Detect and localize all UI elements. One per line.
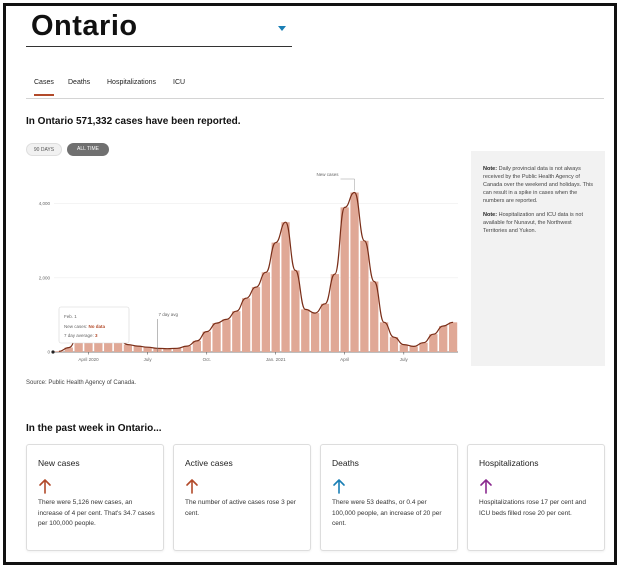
case-bar xyxy=(429,334,438,352)
case-bar xyxy=(212,323,221,352)
tooltip-box xyxy=(58,306,130,344)
case-bar xyxy=(182,346,192,352)
case-bar xyxy=(370,281,379,352)
card-new-cases: New cases There were 5,126 new cases, an… xyxy=(26,444,164,551)
case-bar xyxy=(291,270,300,352)
case-bar xyxy=(192,340,202,352)
screenshot-frame: Ontario Cases Deaths Hospitalizations IC… xyxy=(3,3,617,565)
case-bar xyxy=(251,287,261,352)
case-bar xyxy=(439,326,448,352)
card-title: Hospitalizations xyxy=(479,458,539,468)
arrow-up-icon xyxy=(39,479,51,494)
note-panel: Note: Daily provincial data is not alway… xyxy=(471,151,605,366)
card-deaths: Deaths There were 53 deaths, or 0.4 per … xyxy=(320,444,458,551)
card-text: Hospitalizations rose 17 per cent and IC… xyxy=(479,499,586,517)
case-bar xyxy=(104,337,113,352)
x-tick-label: July xyxy=(400,357,409,362)
note-1-text: Daily provincial data is not always rece… xyxy=(483,166,593,204)
case-bar xyxy=(133,346,142,352)
cases-chart-svg: 0 2,000 4,000 April 2020 July Oct. Jan. 2021 Ap… xyxy=(39,172,458,362)
card-hospitalizations: Hospitalizations Hospitalizations rose 1… xyxy=(467,444,605,551)
cases-headline: In Ontario 571,332 cases have been repor… xyxy=(26,116,241,127)
case-bar xyxy=(202,331,211,352)
case-bar xyxy=(143,347,152,352)
new-cases-annotation: New cases xyxy=(317,172,340,177)
case-bar xyxy=(409,346,418,352)
tab-hospitalizations[interactable]: Hospitalizations xyxy=(107,79,157,86)
case-bar xyxy=(261,272,270,352)
card-title: New cases xyxy=(38,458,80,468)
toggle-all-time[interactable]: ALL TIME xyxy=(67,143,109,156)
case-bar xyxy=(232,311,241,352)
case-bar xyxy=(360,240,369,352)
case-bar xyxy=(173,348,182,352)
toggle-90-days[interactable]: 90 DAYS xyxy=(26,143,62,156)
case-bar xyxy=(163,348,172,352)
case-bar xyxy=(242,298,251,352)
note-2-label: Note: xyxy=(483,212,498,218)
case-bar xyxy=(310,313,320,352)
tab-deaths[interactable]: Deaths xyxy=(68,79,91,86)
y-tick-label: 4,000 xyxy=(39,201,51,206)
x-tick-label: Oct. xyxy=(203,357,211,362)
y-tick-label: 0 xyxy=(47,350,50,355)
tooltip-dot xyxy=(51,350,55,354)
caret-down-icon[interactable] xyxy=(278,26,286,31)
arrow-up-icon xyxy=(333,479,345,494)
case-bar xyxy=(301,309,310,352)
x-tick-label: July xyxy=(144,357,153,362)
card-text: The number of active cases rose 3 per ce… xyxy=(185,499,296,517)
tab-icu[interactable]: ICU xyxy=(173,79,186,86)
tooltip-average: 7 day average: 3 xyxy=(64,333,98,338)
y-tick-label: 2,000 xyxy=(39,275,51,280)
note-2-text: Hospitalization and ICU data is not avai… xyxy=(483,212,583,234)
case-bar xyxy=(379,322,389,352)
seven-day-annotation: 7 day avg xyxy=(158,312,178,317)
region-title: Ontario xyxy=(31,10,138,42)
tooltip-new-cases: New cases: No data xyxy=(64,324,106,329)
note-1: Note: Daily provincial data is not alway… xyxy=(483,165,595,205)
case-bar xyxy=(123,344,133,352)
seven-day-average-line xyxy=(58,191,454,352)
tab-cases[interactable]: Cases xyxy=(34,79,54,96)
card-title: Active cases xyxy=(185,458,233,468)
card-text: There were 5,126 new cases, an increase … xyxy=(38,499,155,527)
source-text: Source: Public Health Agency of Canada. xyxy=(26,380,137,386)
x-tick-label: Jan. 2021 xyxy=(266,357,286,362)
case-bar xyxy=(74,335,83,352)
x-tick-label: April 2020 xyxy=(78,357,99,362)
arrow-up-icon xyxy=(186,479,198,494)
card-text: There were 53 deaths, or 0.4 per 100,000… xyxy=(332,499,442,527)
case-bar xyxy=(399,344,408,352)
tooltip-date: Feb. 1 xyxy=(64,314,77,319)
cases-chart: 0 2,000 4,000 April 2020 July Oct. Jan. 2021 Ap… xyxy=(26,166,466,366)
case-bar xyxy=(64,347,73,352)
case-bar xyxy=(419,342,428,352)
case-bar xyxy=(222,319,231,352)
region-selector[interactable]: Ontario xyxy=(26,10,292,47)
tab-bar: Cases Deaths Hospitalizations ICU xyxy=(26,76,604,99)
card-active-cases: Active cases The number of active cases … xyxy=(173,444,311,551)
case-bar xyxy=(448,322,458,352)
note-2: Note: Hospitalization and ICU data is no… xyxy=(483,211,595,235)
case-bar xyxy=(271,242,280,352)
arrow-up-icon xyxy=(480,479,492,494)
case-bar xyxy=(389,337,399,352)
case-bar xyxy=(330,274,339,352)
case-bar xyxy=(350,192,359,352)
case-bar xyxy=(113,339,123,352)
week-summary-title: In the past week in Ontario... xyxy=(26,423,162,434)
case-bar xyxy=(320,303,330,352)
case-bar xyxy=(340,207,349,352)
note-1-label: Note: xyxy=(483,166,498,172)
card-title: Deaths xyxy=(332,458,359,468)
x-tick-label: April xyxy=(340,357,349,362)
case-bar xyxy=(281,222,290,352)
